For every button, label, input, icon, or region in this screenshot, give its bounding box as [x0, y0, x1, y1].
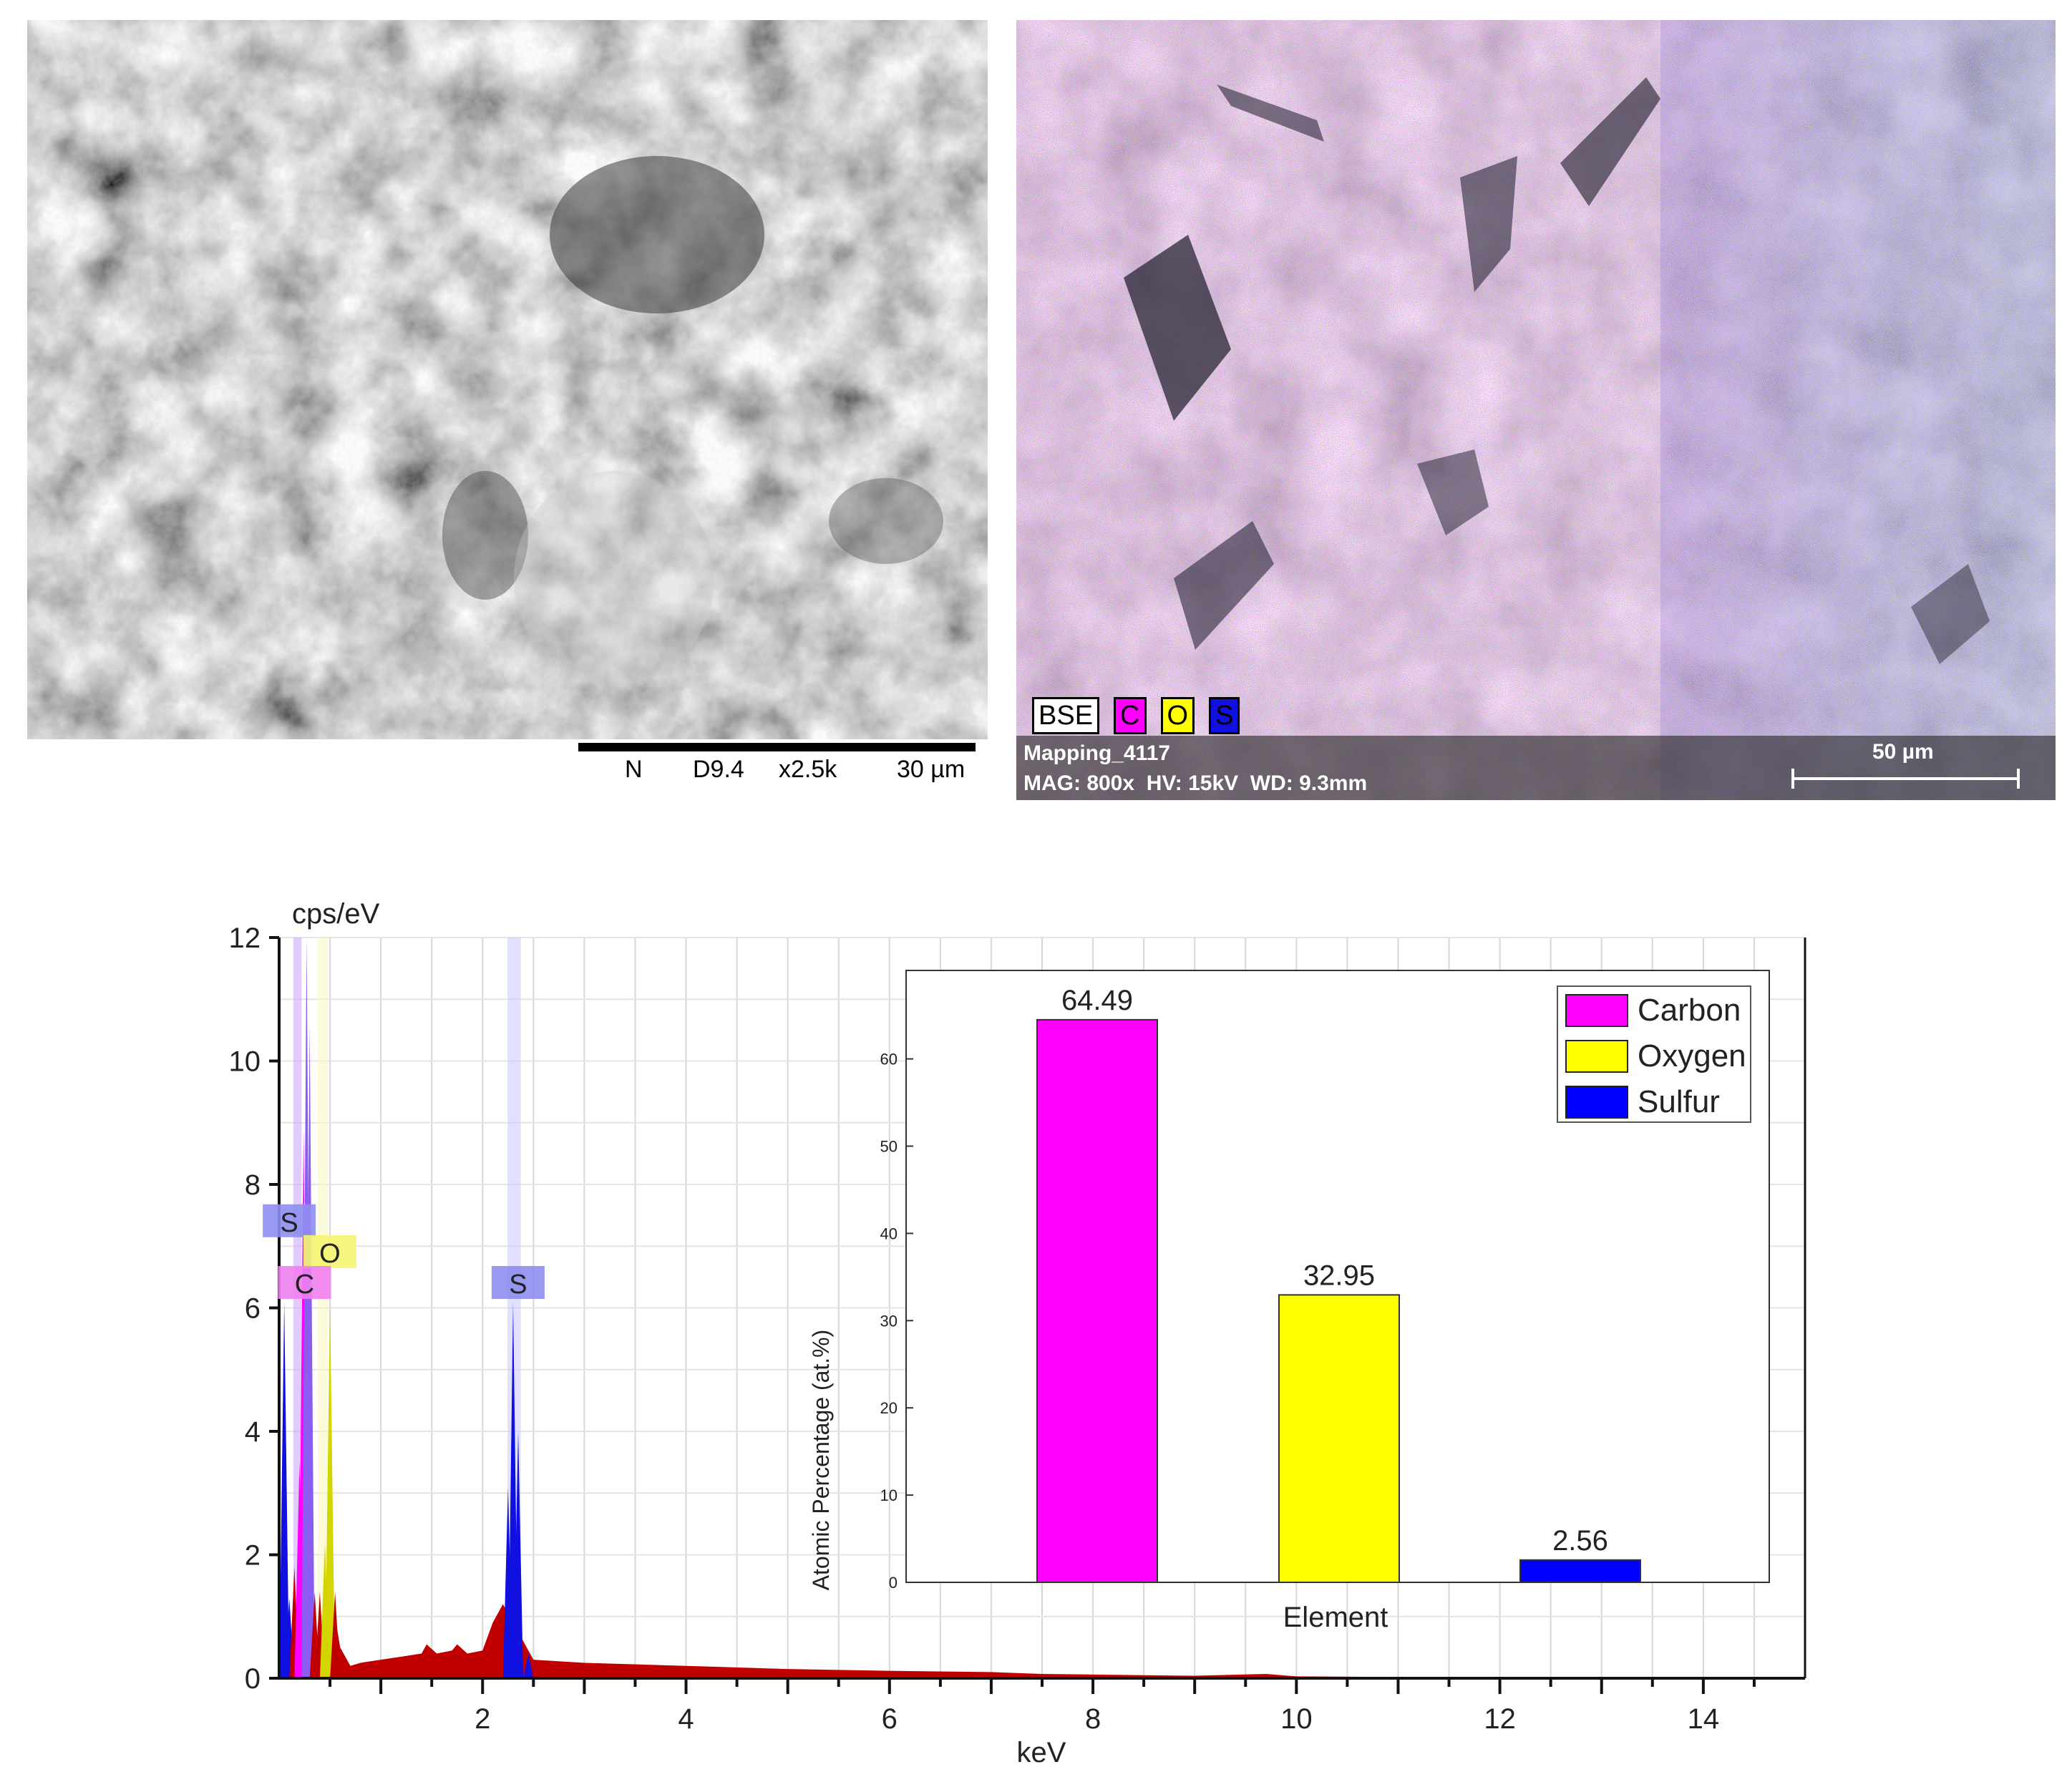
inset-y-tick-label: 50 [880, 1138, 898, 1156]
y-tick-label: 6 [245, 1293, 261, 1325]
inset-legend-label: Carbon [1638, 993, 1741, 1028]
map-legend-carbon: C [1114, 697, 1147, 734]
peak-label-box [263, 1204, 316, 1237]
peak-label: C [295, 1270, 314, 1300]
peak-label-box [303, 1235, 356, 1268]
spectrum-peak [523, 1653, 534, 1678]
spectrum-peak [330, 1592, 341, 1678]
map-acquisition-info: MAG: 800x HV: 15kV WD: 9.3mm [1023, 771, 1368, 795]
map-legend: BSE C O S [1032, 697, 1240, 734]
peak-label-box [278, 1266, 331, 1299]
inset-legend-swatch [1565, 994, 1628, 1027]
inset-y-tick-label: 20 [880, 1399, 898, 1417]
map-info-bar: Mapping_4117 MAG: 800x HV: 15kV WD: 9.3m… [1016, 736, 2056, 800]
spectrum-peaks [279, 938, 534, 1678]
inset-y-ticks: 0 10 20 30 40 50 60 [880, 1051, 913, 1592]
spectrum-x-axis-label: keV [1017, 1737, 1066, 1768]
inset-legend-swatch [1565, 1040, 1628, 1073]
y-tick-label: 4 [245, 1416, 261, 1448]
inset-legend-swatch [1565, 1086, 1628, 1119]
x-tick-label: 6 [882, 1703, 898, 1735]
peak-label: O [319, 1239, 341, 1269]
inset-value-label: 64.49 [1061, 985, 1133, 1016]
sem-texture [27, 20, 988, 739]
inset-y-tick-label: 60 [880, 1051, 898, 1068]
atomic-percentage-inset: 0 10 20 30 40 50 60 64.49 32.95 2.56 Atomic Perc… [808, 970, 1770, 1633]
spectrum-peak-labels: SOC S [263, 1204, 545, 1300]
x-tick-label: 12 [1484, 1703, 1516, 1735]
inset-x-axis-label: Element [1283, 1602, 1388, 1633]
spectrum-peak [513, 1431, 524, 1678]
peak-label: S [509, 1270, 527, 1300]
peak-band [318, 938, 329, 1678]
map-scalebar [1791, 769, 2020, 789]
sem-scalebar: N D9.4 x2.5k 30 µm [578, 741, 976, 784]
eds-elemental-map: BSE C O S Mapping_4117 MAG: 800x HV: 15k… [1016, 20, 2056, 800]
map-scale-label: 50 µm [1872, 740, 1934, 764]
inset-y-tick-label: 0 [889, 1574, 898, 1592]
inset-legend-label: Oxygen [1638, 1038, 1746, 1073]
spectrum-peak [279, 1301, 290, 1678]
y-tick-label: 12 [229, 922, 261, 954]
y-tick-label: 0 [245, 1663, 261, 1695]
spectrum-peak [304, 1023, 315, 1678]
peak-label-box [491, 1266, 545, 1299]
inset-y-tick-label: 30 [880, 1312, 898, 1330]
inset-y-axis-label: Atomic Percentage (at.%) [808, 1330, 834, 1591]
inset-legend-label: Sulfur [1638, 1084, 1720, 1119]
peak-label: S [280, 1208, 298, 1238]
inset-y-tick-label: 40 [880, 1225, 898, 1242]
scalebar-line [578, 743, 976, 751]
x-tick-label: 4 [678, 1703, 694, 1735]
spectrum-y-axis-label: cps/eV [292, 898, 380, 930]
x-tick-label: 10 [1280, 1703, 1313, 1735]
sem-micrograph [27, 20, 988, 739]
sem-detector-label: N [625, 756, 643, 783]
inset-legend: Carbon Oxygen Sulfur [1557, 985, 1751, 1123]
y-tick-label: 2 [245, 1540, 261, 1572]
inset-value-label: 32.95 [1303, 1260, 1375, 1291]
inset-value-labels: 64.49 32.95 2.56 [1061, 985, 1608, 1557]
y-tick-label: 8 [245, 1169, 261, 1201]
spectrum-peak [325, 1301, 336, 1678]
map-legend-oxygen: O [1160, 697, 1195, 734]
y-tick-label: 10 [229, 1046, 261, 1078]
inset-value-label: 2.56 [1552, 1525, 1608, 1557]
eds-map-texture [1016, 20, 2056, 800]
map-legend-sulfur: S [1209, 697, 1240, 734]
inset-bar-carbon [1036, 1018, 1158, 1584]
continuum-area [335, 1604, 1805, 1678]
sem-scale-label: 30 µm [897, 756, 966, 783]
inset-bar-sulfur [1519, 1559, 1641, 1583]
peak-band [293, 938, 302, 1678]
spectrum-ticks: 0 2 4 6 8 10 12 2 4 6 8 10 12 14 [229, 922, 1756, 1735]
x-tick-label: 14 [1688, 1703, 1720, 1735]
x-tick-label: 2 [475, 1703, 490, 1735]
map-legend-bse: BSE [1032, 697, 1100, 734]
x-tick-label: 8 [1085, 1703, 1101, 1735]
spectrum-area [335, 1604, 1805, 1678]
sem-magnification-label: x2.5k [779, 756, 837, 783]
inset-bars [1036, 1018, 1641, 1584]
sem-distance-label: D9.4 [693, 756, 744, 783]
inset-bar-oxygen [1278, 1294, 1400, 1583]
inset-y-tick-label: 10 [880, 1486, 898, 1504]
map-title: Mapping_4117 [1023, 741, 1171, 765]
